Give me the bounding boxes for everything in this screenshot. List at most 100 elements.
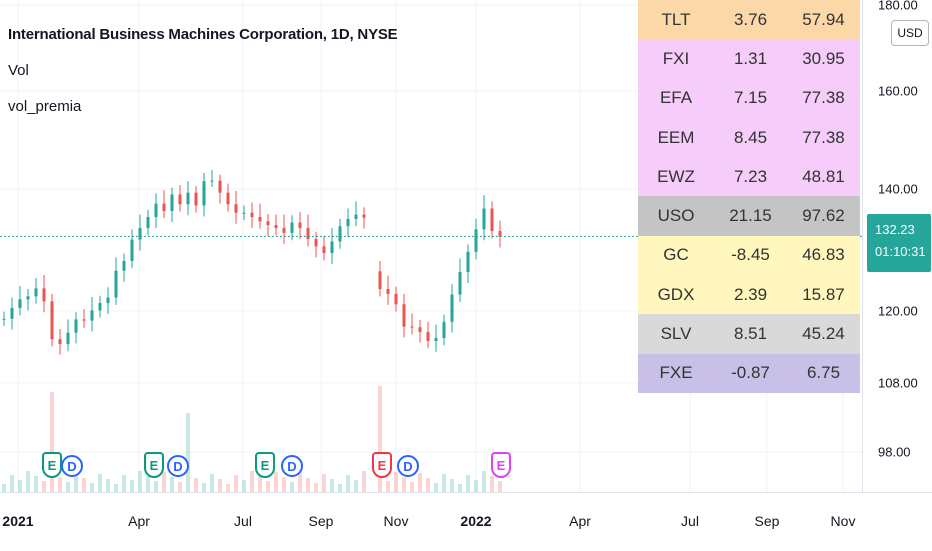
time-tick: Jul	[681, 513, 699, 529]
candle-body	[258, 217, 262, 222]
price-tick: 180.00	[878, 0, 918, 13]
candle-body	[314, 239, 318, 247]
time-axis[interactable]: 2021 Apr Jul Sep Nov 2022 Apr Jul Sep Nov	[0, 492, 932, 551]
candle-body	[322, 246, 326, 254]
value-cell: -0.87	[731, 363, 770, 383]
candle-body	[274, 224, 278, 229]
time-tick: 2022	[460, 513, 492, 529]
volume-bar	[354, 480, 358, 492]
volume-bar	[498, 481, 502, 492]
candle-body	[82, 319, 86, 321]
volume-bar	[474, 480, 478, 492]
volume-bar	[34, 476, 38, 492]
volume-bar	[50, 392, 54, 492]
volume-bar	[146, 476, 150, 492]
volume-bar	[290, 482, 294, 492]
candle-body	[298, 222, 302, 229]
volume-bar	[298, 473, 302, 492]
candle-body	[170, 194, 174, 211]
last-price-value: 132.23	[875, 222, 915, 237]
vol-premia-row: FXE -0.87 6.75	[638, 353, 860, 393]
vol-premia-row: EWZ 7.23 48.81	[638, 157, 860, 197]
candle-body	[218, 180, 222, 193]
time-tick: Apr	[569, 513, 591, 529]
dividend-marker[interactable]: D	[61, 455, 83, 477]
candle-body	[474, 229, 478, 252]
time-tick: Jul	[234, 513, 252, 529]
vol-premia-row: GC -8.45 46.83	[638, 235, 860, 276]
earnings-marker[interactable]: E	[255, 452, 275, 478]
earnings-marker[interactable]: E	[42, 452, 62, 478]
volume-bar	[250, 471, 254, 492]
percentile-cell: 48.81	[802, 166, 845, 186]
price-tick: 120.00	[878, 303, 918, 319]
symbol-cell: SLV	[660, 324, 692, 344]
volume-bar	[106, 479, 110, 492]
volume-bar	[306, 478, 310, 492]
candle-body	[186, 192, 190, 205]
candle-body	[378, 271, 382, 290]
volume-bar	[242, 480, 246, 492]
percentile-cell: 97.62	[802, 206, 845, 226]
volume-bar	[386, 481, 390, 492]
price-axis[interactable]: USD 180.00 160.00 140.00 120.00 108.00 9…	[862, 0, 932, 492]
dividend-marker[interactable]: D	[281, 455, 303, 477]
volume-bar	[218, 479, 222, 492]
earnings-marker[interactable]: E	[491, 452, 511, 478]
candle-body	[330, 241, 334, 254]
volume-bar	[130, 480, 134, 492]
currency-button[interactable]: USD	[891, 20, 929, 46]
candle-body	[146, 217, 150, 229]
candle-body	[402, 304, 406, 327]
volume-bar	[482, 471, 486, 492]
volume-bar	[338, 484, 342, 492]
candle-body	[450, 294, 454, 322]
time-tick: Sep	[308, 513, 334, 529]
volume-bar	[170, 477, 174, 492]
value-cell: 8.51	[733, 324, 768, 344]
dividend-marker[interactable]: D	[397, 455, 419, 477]
value-cell: -8.45	[731, 245, 770, 265]
volume-bar	[2, 484, 6, 492]
candle-body	[482, 208, 486, 230]
volume-bar	[162, 472, 166, 492]
candle-body	[66, 332, 70, 344]
vol-premia-row: GDX 2.39 15.87	[638, 275, 860, 315]
volume-bar	[434, 483, 438, 492]
earnings-marker[interactable]: E	[144, 452, 164, 478]
vol-premia-row: EFA 7.15 77.38	[638, 78, 860, 118]
candle-body	[90, 310, 94, 321]
bar-countdown: 01:10:31	[875, 244, 926, 259]
vol-premia-indicator-label[interactable]: vol_premia	[8, 98, 82, 115]
volume-bar	[458, 484, 462, 492]
candle-body	[2, 318, 6, 320]
candle-body	[202, 181, 206, 206]
last-price-label: 132.23 01:10:31	[867, 214, 931, 272]
candle-body	[442, 321, 446, 338]
symbol-cell: EEM	[657, 127, 695, 147]
earnings-marker[interactable]: E	[372, 452, 392, 478]
chart-area[interactable]: International Business Machines Corporat…	[0, 0, 862, 492]
candle-body	[226, 192, 230, 205]
volume-bar	[282, 477, 286, 492]
candle-body	[434, 338, 438, 341]
candle-body	[234, 204, 238, 213]
symbol-title[interactable]: International Business Machines Corporat…	[8, 26, 398, 43]
candle-body	[122, 260, 126, 271]
volume-bar	[426, 478, 430, 492]
symbol-cell: EFA	[659, 88, 693, 108]
price-tick: 108.00	[878, 375, 918, 391]
time-tick: Nov	[830, 513, 856, 529]
volume-bar	[490, 476, 494, 492]
candle-body	[58, 339, 62, 344]
volume-bar	[42, 481, 46, 492]
candle-body	[418, 327, 422, 332]
volume-indicator-label[interactable]: Vol	[8, 62, 29, 79]
volume-bar	[314, 483, 318, 492]
symbol-cell: TLT	[661, 9, 691, 29]
candle-body	[42, 288, 46, 302]
candle-body	[466, 251, 470, 272]
value-cell: 2.39	[733, 284, 768, 304]
dividend-marker[interactable]: D	[167, 455, 189, 477]
candle-body	[354, 214, 358, 219]
